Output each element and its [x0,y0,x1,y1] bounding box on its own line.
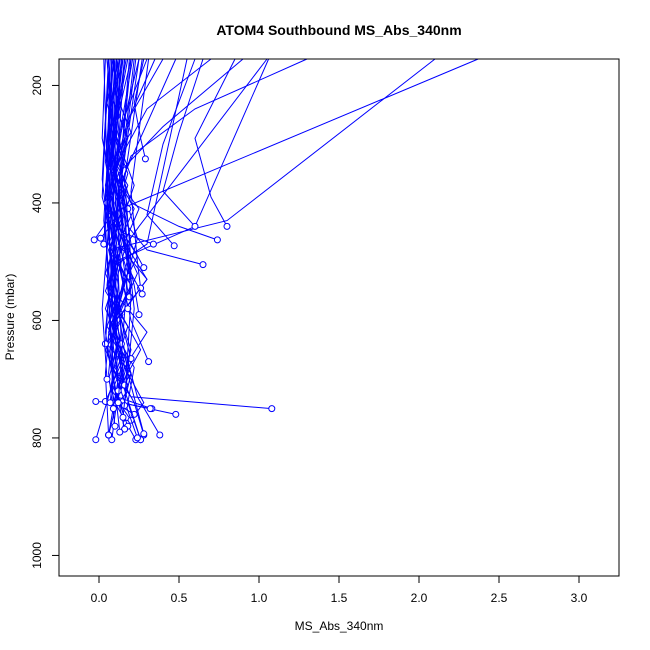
profile-point [141,155,149,163]
profile-line [130,58,150,289]
profile-line [114,58,129,309]
profile-point [149,240,157,248]
profile-line [119,58,135,418]
profile-line [124,58,143,297]
profile-series [120,58,148,272]
profile-line [95,58,436,404]
y-tick-label: 800 [30,428,44,448]
series-layer [90,58,479,444]
profile-series [194,58,236,230]
profile-point [90,236,98,244]
profile-line [101,58,110,380]
profile-point [268,405,276,413]
chart-title: ATOM4 Southbound MS_Abs_340nm [216,22,461,38]
plot-frame [58,58,620,577]
profile-point [170,242,178,250]
profile-point [172,410,180,418]
x-tick-label: 2.0 [411,591,428,605]
profile-line [114,58,204,266]
profile-series [106,58,121,413]
profile-point [119,413,127,421]
profile-point [105,431,113,439]
profile-series [146,58,196,250]
y-tick-label: 400 [30,193,44,213]
profile-point [116,428,124,436]
profile-series [114,58,132,313]
profile-line [108,58,126,386]
y-axis-label: Pressure (mbar) [3,274,17,361]
profile-line [112,58,126,386]
profile-line [108,58,308,403]
profile-point [138,290,146,298]
profile-series [114,58,207,269]
profile-line [146,58,196,247]
profile-point [106,399,114,407]
profile-series [162,58,204,230]
profile-point [92,436,100,444]
profile-line [111,58,129,403]
x-tick-label: 3.0 [571,591,588,605]
profile-point [109,405,117,413]
profile-series [111,58,153,366]
profile-series [104,58,479,418]
y-axis: 200 400 600 800 1000 [30,75,59,569]
profile-point [140,430,148,438]
profile-line [162,58,204,227]
profile-line [106,58,121,433]
x-tick-label: 1.0 [251,591,268,605]
profile-point [140,264,148,272]
profile-line [111,58,150,362]
profile-point [111,422,119,430]
profile-series [117,58,146,298]
x-tick-label: 0.0 [91,591,108,605]
profile-series [111,58,129,407]
profile-point [223,222,231,230]
profile-point [145,358,153,366]
profile-point [108,436,116,444]
profile-point [133,434,141,442]
profile-point [97,234,105,242]
profile-series [119,58,135,421]
profile-series [92,58,436,405]
profile-point [146,405,154,413]
profile-point [92,398,100,405]
profile-line [120,58,145,268]
profile-point [135,311,143,319]
profile-series [101,58,111,383]
profile-line [194,58,236,227]
profile-point [156,431,164,439]
y-tick-label: 600 [30,310,44,330]
profile-line [117,58,143,295]
profile-point [213,236,221,244]
profile-series [130,58,150,292]
profile-point [191,222,199,230]
profile-line [109,58,142,440]
profile-point [103,375,111,383]
x-tick-label: 1.5 [331,591,348,605]
profile-line [106,58,121,409]
profile-series [106,58,124,436]
x-axis-label: MS_Abs_340nm [295,619,384,633]
profile-point [114,387,122,395]
profile-point [101,340,109,348]
x-tick-label: 0.5 [171,591,188,605]
plot-area [58,58,620,577]
profile-line [109,58,122,344]
x-axis: 0.0 0.5 1.0 1.5 2.0 2.5 3.0 [91,576,588,605]
profile-point [114,399,122,407]
y-tick-label: 1000 [30,542,44,569]
profile-point [199,261,207,269]
y-tick-label: 200 [30,75,44,95]
x-tick-label: 2.5 [491,591,508,605]
